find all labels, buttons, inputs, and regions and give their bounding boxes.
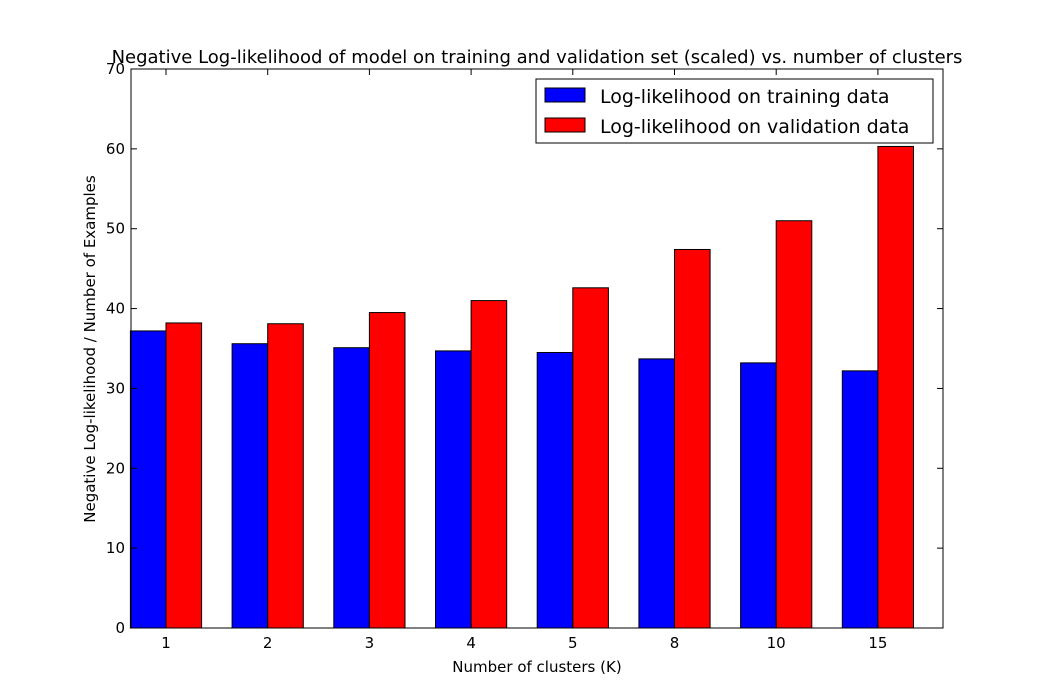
y-tick-label-70: 70 [106,60,125,78]
bar-training-15 [841,370,879,629]
bar-training-3 [333,347,370,629]
bar-training-4 [435,350,472,629]
y-tick-label-60: 60 [106,140,125,158]
bar-validation-5 [572,287,609,629]
legend-label-training: Log-likelihood on training data [600,86,889,108]
bar-validation-10 [775,220,813,629]
bar-validation-15 [877,145,915,629]
y-tick-label-30: 30 [106,379,125,397]
bar-validation-2 [267,323,304,629]
x-tick-label-8: 8 [670,634,680,652]
y-tick-label-0: 0 [115,619,125,637]
bar-validation-8 [674,248,711,629]
bar-validation-4 [470,300,508,629]
legend-swatch-training [544,87,586,103]
plot-frame [130,68,944,629]
x-tick-label-2: 2 [263,634,273,652]
x-tick-label-15: 15 [868,634,887,652]
bar-training-10 [740,362,777,629]
legend-box [535,78,934,144]
bar-training-8 [638,358,676,629]
x-axis-label: Number of clusters (K) [452,658,621,676]
bar-validation-1 [165,322,203,629]
x-axis-ticks: 1 2 3 4 5 8 10 15 [161,69,887,652]
y-tick-label-20: 20 [106,459,125,477]
y-tick-label-50: 50 [106,220,125,238]
bars-group [129,145,915,629]
y-axis-ticks: 0 10 20 30 40 50 60 70 [106,60,943,637]
x-tick-label-10: 10 [767,634,786,652]
legend-label-validation: Log-likelihood on validation data [600,116,909,138]
bar-validation-3 [368,312,406,629]
y-axis-label: Negative Log-likelihood / Number of Exam… [81,175,99,523]
legend: Log-likelihood on training data Log-like… [535,78,934,144]
y-tick-label-10: 10 [106,539,125,557]
chart-title: Negative Log-likelihood of model on trai… [112,47,963,68]
x-tick-label-4: 4 [466,634,476,652]
x-tick-label-1: 1 [161,634,171,652]
x-tick-label-3: 3 [365,634,375,652]
legend-swatch-validation [544,117,586,133]
y-tick-label-40: 40 [106,300,125,318]
bar-training-5 [536,351,574,629]
x-tick-label-5: 5 [568,634,578,652]
bar-training-2 [231,343,269,629]
bar-training-1 [129,330,167,629]
